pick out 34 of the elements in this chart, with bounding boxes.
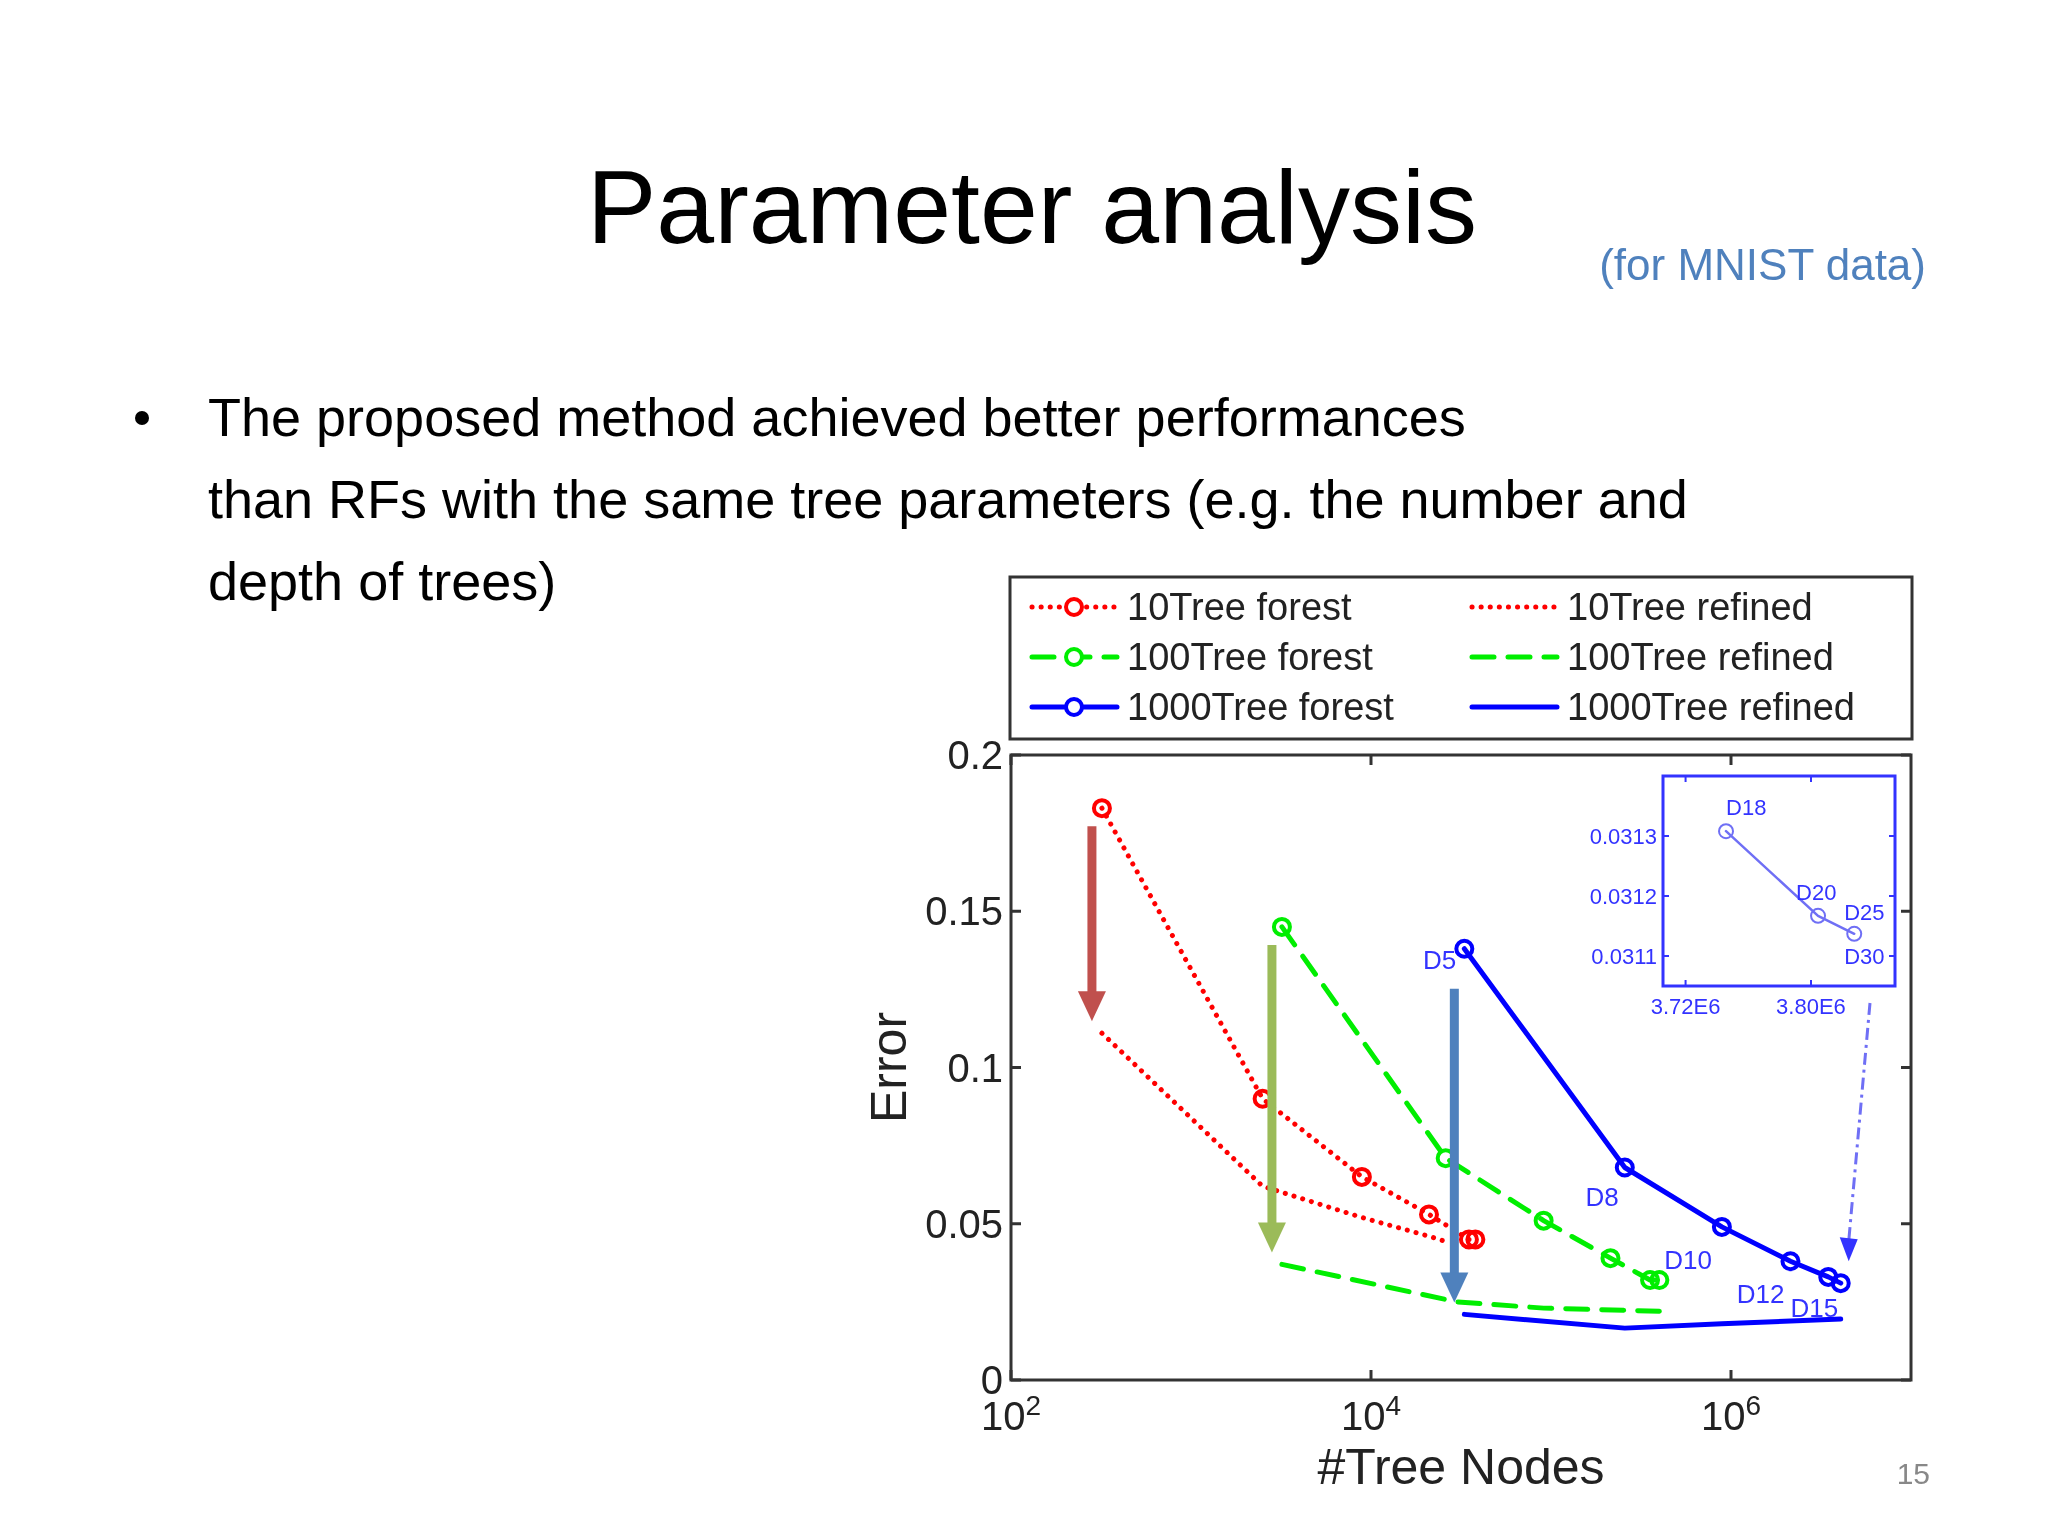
y-tick-label: 0.05 [925, 1201, 1003, 1246]
legend-label: 1000Tree refined [1567, 686, 1856, 729]
point [1718, 823, 1735, 840]
point [1846, 925, 1863, 942]
x-tick-label: 10$^{4}$ [1340, 1389, 1402, 1438]
legend-label: 100Tree forest [1127, 636, 1374, 679]
y-tick-label: 0.0311 [1591, 943, 1657, 969]
legend-label: 100Tree refined [1567, 636, 1834, 679]
y-tick-label: 0.15 [925, 889, 1003, 934]
annotation: D20 [1796, 879, 1837, 905]
annotation: D5 [1423, 944, 1457, 975]
x-axis-title: #Tree Nodes [1317, 1439, 1605, 1495]
y-tick-label: 0.2 [947, 733, 1003, 777]
annotation: D25 [1844, 899, 1885, 925]
x-tick-label: 10$^{6}$ [1700, 1389, 1762, 1438]
legend-label: 10Tree refined [1567, 586, 1813, 629]
text: 15 [1896, 1457, 1930, 1490]
legend-label: 1000Tree forest [1127, 686, 1395, 729]
y-tick-label: 0.0313 [1589, 823, 1657, 849]
annotation: D8 [1585, 1181, 1619, 1212]
annotation: D18 [1726, 795, 1767, 821]
legend-label: 10Tree forest [1127, 586, 1353, 629]
annotation: D15 [1790, 1292, 1839, 1323]
annotation: D10 [1664, 1244, 1712, 1275]
annotation: D12 [1736, 1279, 1785, 1310]
x-tick-label: 3.80E6 [1776, 994, 1846, 1019]
y-tick-label: 0.0312 [1589, 883, 1657, 909]
y-tick-label: 0.1 [947, 1045, 1003, 1090]
chart-title: Parameter analysis [586, 149, 1478, 265]
point [1810, 907, 1827, 924]
annotation: D30 [1844, 943, 1885, 969]
chart-subtitle: (for MNIST data) [1599, 240, 1926, 289]
y-axis-title: Error [861, 1011, 917, 1124]
x-tick-label: 3.72E6 [1650, 994, 1721, 1019]
